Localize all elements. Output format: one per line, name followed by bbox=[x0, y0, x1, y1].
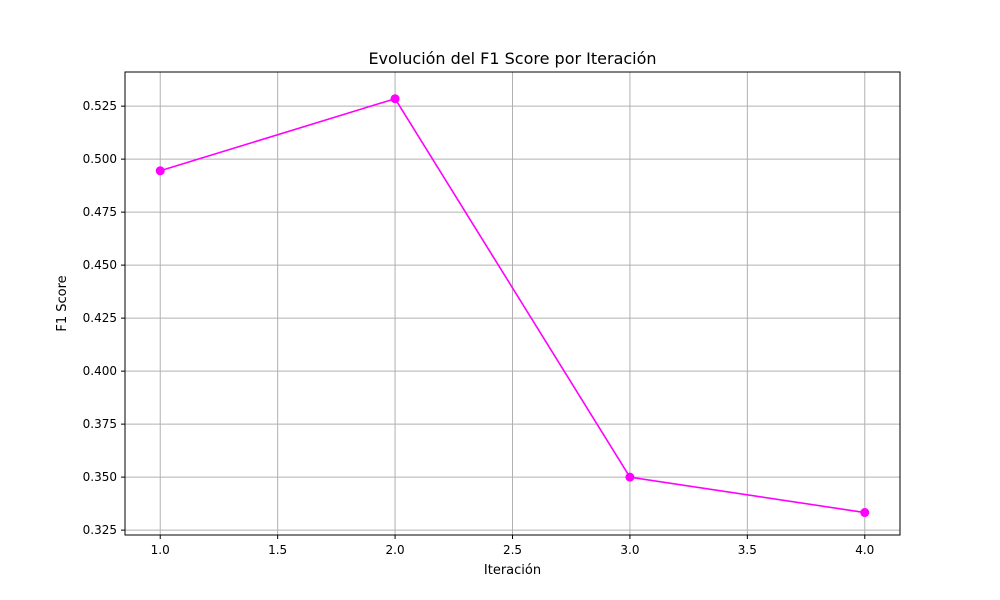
y-axis-label: F1 Score bbox=[55, 275, 70, 331]
x-tick-label: 3.5 bbox=[738, 543, 757, 557]
y-tick-label: 0.450 bbox=[83, 258, 117, 272]
y-tick-label: 0.325 bbox=[83, 523, 117, 537]
y-tick-label: 0.525 bbox=[83, 99, 117, 113]
axes-frame bbox=[124, 71, 901, 536]
x-tick-label: 2.0 bbox=[386, 543, 405, 557]
x-tick-label: 4.0 bbox=[855, 543, 874, 557]
data-point-marker bbox=[390, 94, 400, 104]
y-tick-label: 0.475 bbox=[83, 205, 117, 219]
axis-ticks: 1.0 1.5 2.0 2.5 3.0 3.5 4.0 0.325 0.350 0.375 0.40… bbox=[83, 99, 875, 557]
data-point-marker bbox=[625, 472, 635, 482]
y-tick-label: 0.375 bbox=[83, 417, 117, 431]
x-tick-label: 1.0 bbox=[151, 543, 170, 557]
series-group bbox=[155, 94, 870, 518]
data-point-marker bbox=[155, 166, 165, 176]
series-line bbox=[159, 97, 865, 514]
y-tick-label: 0.425 bbox=[83, 311, 117, 325]
chart-title: Evolución del F1 Score por Iteración bbox=[368, 49, 656, 68]
grid-lines bbox=[125, 72, 900, 535]
x-tick-label: 1.5 bbox=[268, 543, 287, 557]
y-tick-label: 0.400 bbox=[83, 364, 117, 378]
x-axis-label: Iteración bbox=[484, 563, 541, 578]
y-tick-label: 0.350 bbox=[83, 470, 117, 484]
x-tick-label: 3.0 bbox=[620, 543, 639, 557]
y-tick-label: 0.500 bbox=[83, 152, 117, 166]
x-tick-label: 2.5 bbox=[503, 543, 522, 557]
data-point-marker bbox=[860, 508, 870, 518]
